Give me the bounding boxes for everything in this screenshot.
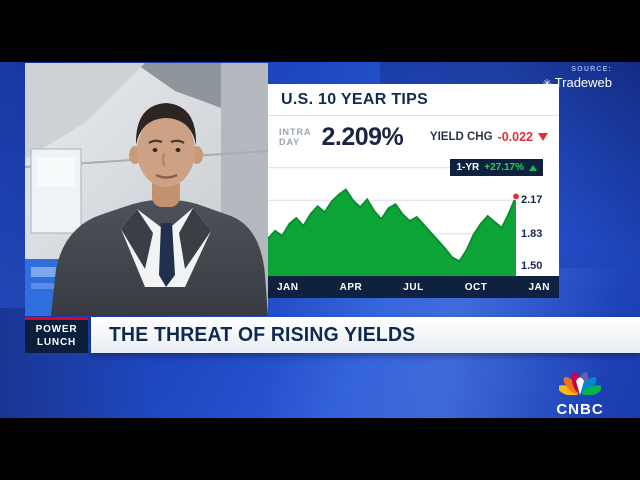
show-badge: POWER LUNCH (25, 317, 88, 353)
range-label: 1-YR (456, 162, 480, 173)
yield-change-value: -0.022 (497, 130, 533, 144)
chart-plot-row: 1-YR +27.17% 2.502.171.831.50 (267, 158, 559, 276)
intraday-label: INTRA DAY (279, 126, 312, 147)
x-axis-label: JUL (403, 281, 424, 293)
cnbc-wordmark: CNBC (556, 401, 604, 418)
cnbc-peacock-icon (557, 372, 603, 397)
up-triangle-icon (529, 164, 537, 171)
y-axis-label: 1.50 (521, 260, 543, 272)
x-axis-label: JAN (528, 281, 550, 293)
source-label: SOURCE: (571, 66, 612, 73)
headline-banner: THE THREAT OF RISING YIELDS (91, 317, 640, 353)
network-logo: CNBC (548, 370, 612, 418)
y-axis-label: 1.83 (521, 228, 543, 240)
letterbox-top (0, 0, 640, 62)
lower-third: POWER LUNCH THE THREAT OF RISING YIELDS (25, 317, 640, 353)
x-axis-bar: JAN APR JUL OCT JAN (268, 276, 559, 298)
chart-title: U.S. 10 YEAR TIPS (268, 84, 559, 116)
chart-card: U.S. 10 YEAR TIPS INTRA DAY 2.209% YIELD… (267, 84, 559, 298)
guest-illustration (25, 63, 268, 316)
headline-text: THE THREAT OF RISING YIELDS (109, 323, 416, 346)
yield-change-label: YIELD CHG (429, 131, 493, 143)
down-triangle-icon (538, 133, 548, 141)
letterbox-bottom (0, 418, 640, 480)
range-badge: 1-YR +27.17% (450, 159, 543, 176)
quote-stats: INTRA DAY 2.209% YIELD CHG -0.022 (268, 116, 559, 158)
x-axis-label: OCT (464, 281, 488, 293)
x-axis-label: APR (339, 281, 363, 293)
current-yield: 2.209% (321, 122, 404, 151)
yield-change: YIELD CHG -0.022 (430, 130, 548, 144)
y-axis-label: 2.17 (521, 194, 543, 206)
guest-video (25, 63, 268, 316)
last-value-dot (512, 192, 520, 201)
range-change: +27.17% (484, 162, 524, 173)
x-axis-label: JAN (277, 281, 299, 293)
